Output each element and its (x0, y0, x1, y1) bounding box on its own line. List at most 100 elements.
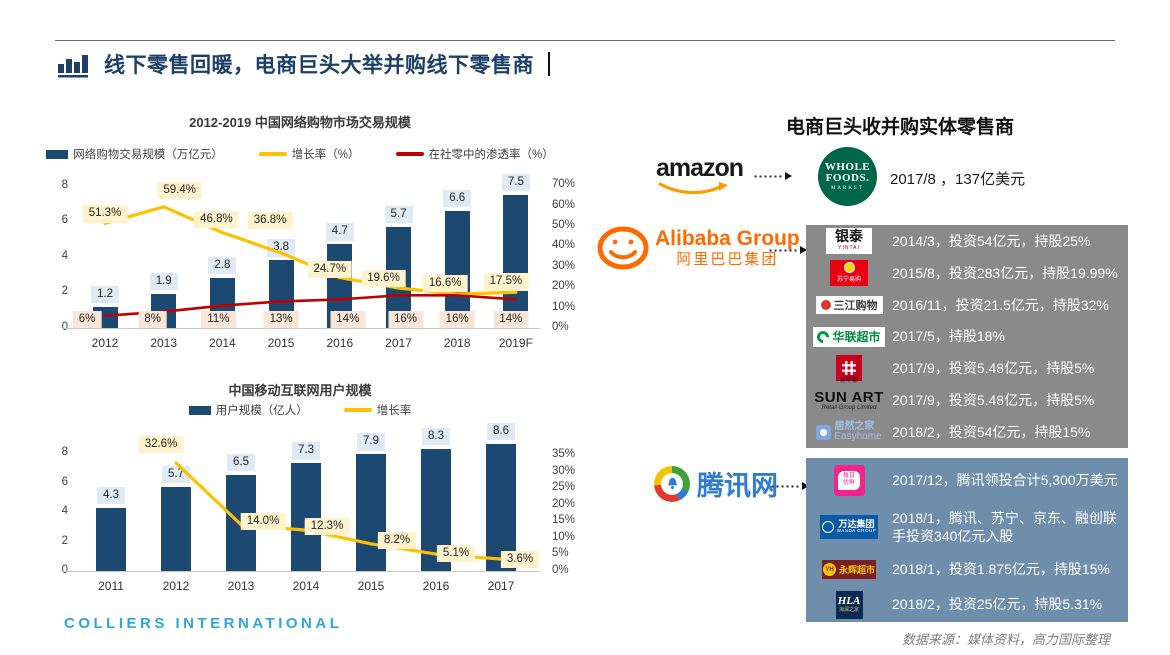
legend-label: 增长率 (376, 405, 412, 417)
line-value-label: 8.2% (377, 531, 417, 550)
online-shopping-chart: 0 2 4 6 8 0% 10% 20% 30% 40% 50% 60% 70% 2012 2013 2014… (61, 173, 576, 350)
easyhome-cn: 居然之家 (834, 420, 875, 432)
whole-foods-logo: WHOLE FOODS. MARKET (818, 147, 877, 206)
missfresh-name: 每日优鲜 (842, 473, 855, 486)
legend-item: 用户规模（亿人） (188, 402, 308, 418)
line-value-label: 59.4% (157, 181, 202, 200)
x-axis-label: 2011 (98, 579, 124, 593)
x-axis-label: 2018 (443, 336, 471, 350)
y-axis-tick: 0 (61, 564, 68, 576)
x-axis-label: 2015 (267, 336, 295, 350)
hualian-logo: 华联超市 (806, 326, 892, 347)
xinhuadu-glyph-icon (842, 361, 856, 376)
deal-text: 2018/2，投资25亿元，持股5.31% (892, 596, 1103, 613)
bar-value-label: 7.5 (501, 173, 530, 191)
tencent-bell-icon (667, 477, 677, 489)
sunart-sub: Retail Group Limited (821, 404, 877, 411)
pct-axis-tick: 50% (552, 219, 576, 231)
bar (161, 486, 191, 571)
y-axis-tick: 2 (61, 534, 68, 547)
easyhome-icon (816, 424, 832, 440)
hualian-name: 华联超市 (832, 330, 881, 344)
line-value-label: 17.5% (483, 273, 529, 291)
page-title: 线下零售回暖，电商巨头大举并购线下零售商 (104, 54, 534, 77)
bar-value-label: 7.3 (292, 442, 320, 460)
tencent-wordmark: 腾讯网 (697, 471, 778, 501)
chart1-title: 2012-2019 中国网络购物市场交易规模 (189, 115, 411, 130)
deal-row-yonghui: YH 永辉超市 2018/1，投资1.875亿元，持股15% (806, 552, 1128, 587)
x-axis-label: 2015 (357, 579, 385, 593)
x-axis-line (62, 571, 540, 572)
pct-axis-tick: 10% (552, 300, 576, 313)
wanda-en: WANDA GROUP (836, 528, 877, 534)
x-axis-label: 2013 (227, 579, 255, 593)
legend-label: 增长率（%） (291, 149, 360, 161)
deal-row-missfresh: 每日优鲜 2017/12，腾讯领投合计5,300万美元 (806, 458, 1128, 502)
wanda-icon (821, 521, 834, 533)
deal-row-xinhuadu: 新华都 2017/9，投资5.48亿元，持股5% (806, 352, 1128, 384)
deal-row-wanda: 万达集团 WANDA GROUP 2018/1，腾讯、苏宁、京东、融创联手投资3… (806, 502, 1128, 552)
suning-flower-icon (843, 262, 855, 274)
x-axis-label: 2014 (209, 336, 236, 350)
deal-row-easyhome: 居然之家 Easyhome 2018/2，投资54亿元，持股15% (806, 416, 1128, 448)
line-value-label: 14.0% (240, 512, 286, 530)
deal-text: 2018/1，腾讯、苏宁、京东、融创联手投资340亿元入股 (892, 509, 1117, 544)
line-value-label: 32.6% (138, 435, 184, 454)
yintai-sub: YINTAI (838, 244, 860, 251)
chart2-legend: 用户规模（亿人） 增长率 (0, 402, 600, 418)
xinhuadu-logo: 新华都 (806, 355, 892, 385)
amazon-smile-icon (658, 182, 728, 194)
pct-axis-tick: 15% (552, 514, 576, 527)
alibaba-deals-panel: 银泰 YINTAI 2014/3，投资54亿元，持股25% 苏宁易购 2015/… (806, 225, 1128, 448)
legend-item: 增长率（%） (258, 146, 360, 162)
whole-foods-line1: WHOLE (824, 161, 871, 173)
legend-swatch (258, 152, 287, 156)
pct-axis-tick: 40% (552, 239, 576, 252)
alibaba-en: Alibaba Group (655, 227, 800, 250)
bar-value-label: 6.5 (227, 454, 255, 472)
line-value-label: 8% (138, 311, 167, 329)
x-axis-line (62, 328, 540, 329)
pct-axis-tick: 0% (552, 321, 569, 333)
pct-axis-tick: 25% (552, 481, 576, 494)
sunart-name: SUN ART (814, 388, 884, 406)
chart2-title: 中国移动互联网用户规模 (228, 383, 372, 398)
legend-label: 在社零中的渗透率（%） (428, 149, 554, 161)
y-axis-tick: 0 (61, 321, 68, 333)
sanjiang-logo: 三江购物 (806, 295, 892, 314)
alibaba-logo: Alibaba Group 阿里巴巴集团 (597, 226, 800, 270)
pct-axis-tick: 10% (552, 530, 576, 543)
y-axis-tick: 8 (61, 446, 68, 458)
dotted-line (770, 484, 800, 488)
x-axis-label: 2013 (150, 336, 178, 350)
x-axis-label: 2017 (487, 579, 515, 593)
deal-text: 2017/9，投资5.48亿元，持股5% (892, 392, 1095, 409)
line-value-label: 13% (263, 311, 299, 329)
bar (96, 507, 126, 571)
bar-value-label: 8.3 (422, 427, 450, 445)
deal-row-hla: HLA 海澜之家 2018/2，投资25亿元，持股5.31% (806, 587, 1128, 622)
arrow-head-icon (802, 482, 809, 490)
deal-text: 2014/3，投资54亿元，持股25% (892, 232, 1091, 249)
y-axis-tick: 8 (61, 178, 68, 191)
y-axis-tick: 6 (61, 475, 68, 488)
tencent-ring-icon (654, 465, 690, 502)
line-value-label: 51.3% (82, 205, 128, 223)
deal-text: 2017/9，投资5.48亿元，持股5% (892, 360, 1095, 377)
bar-value-label: 5.7 (162, 465, 190, 484)
line-value-label: 11% (201, 311, 236, 329)
y-axis-tick: 2 (61, 285, 68, 298)
x-axis-label: 2016 (422, 579, 450, 593)
whole-foods-line3: MARKET (830, 186, 865, 191)
missfresh-logo: 每日优鲜 (806, 464, 892, 496)
legend-swatch (188, 405, 211, 415)
deal-text: 2016/11，投资21.5亿元，持股32% (892, 296, 1109, 313)
x-axis-label: 2012 (91, 336, 119, 350)
bar (291, 463, 321, 571)
hla-sub: 海澜之家 (838, 607, 859, 613)
line-value-label: 5.1% (436, 545, 476, 563)
line-value-label: 46.8% (194, 210, 239, 228)
xinhuadu-name: 新华都 (839, 378, 859, 385)
bar-value-label: 4.3 (97, 486, 125, 504)
deal-text: 2017/5，持股18% (892, 328, 1005, 345)
